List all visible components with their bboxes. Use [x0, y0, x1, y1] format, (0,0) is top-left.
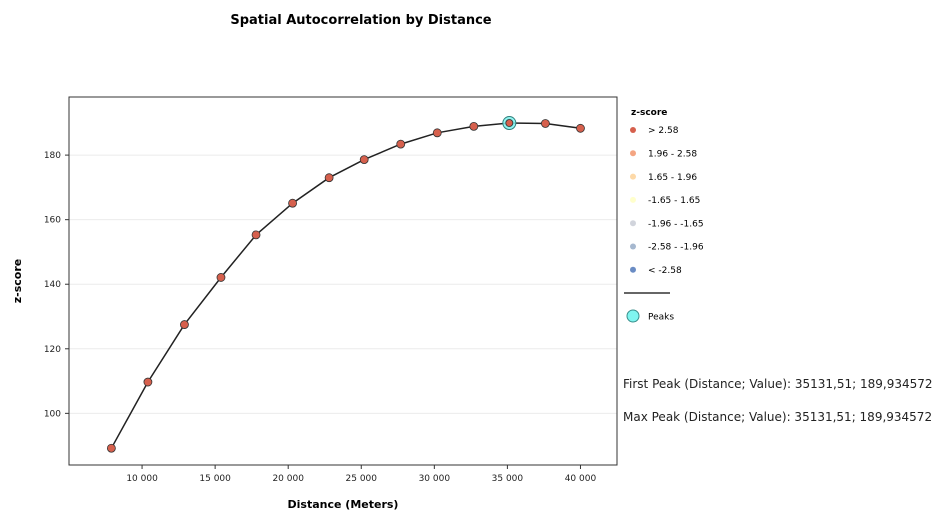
x-tick-label: 35 000	[492, 474, 524, 484]
legend-marker	[630, 196, 636, 203]
y-tick-label: 120	[44, 345, 61, 355]
x-axis-ticks: 10 000 15 000 20 000 25 000 30 000 35 000 40 0…	[126, 465, 596, 484]
y-axis-ticks: 100 120 140 160 180	[44, 151, 69, 419]
legend-item-label: -1.96 - -1.65	[648, 219, 704, 229]
legend: z-score > 2.58 1.96 - 2.58 1.65 - 1.96 -1.6…	[624, 108, 704, 323]
x-axis-title: Distance (Meters)	[288, 498, 399, 510]
legend-peaks-marker	[626, 309, 640, 323]
chart-title: Spatial Autocorrelation by Distance	[230, 13, 491, 28]
legend-item-label: 1.65 - 1.96	[648, 173, 697, 183]
legend-marker	[630, 243, 636, 250]
series-line	[110, 122, 581, 449]
data-point	[469, 121, 479, 131]
data-point	[432, 128, 442, 138]
x-tick-label: 10 000	[126, 474, 158, 484]
data-point	[359, 155, 369, 165]
data-point	[143, 377, 153, 387]
legend-marker	[630, 127, 636, 133]
peak-markers	[502, 116, 517, 131]
x-tick-label: 20 000	[272, 474, 304, 484]
peak-point	[505, 119, 514, 127]
data-point	[396, 139, 406, 149]
data-point	[216, 273, 226, 282]
x-tick-label: 15 000	[199, 474, 231, 484]
data-point	[180, 320, 189, 329]
data-point	[106, 443, 116, 453]
first-peak-text: First Peak (Distance; Value): 35131,51; …	[623, 377, 933, 391]
y-tick-label: 180	[44, 151, 61, 161]
legend-item-label: > 2.58	[648, 126, 679, 136]
x-tick-label: 25 000	[346, 474, 378, 484]
y-tick-label: 160	[44, 216, 61, 226]
legend-item-label: -2.58 - -1.96	[648, 243, 704, 253]
legend-peaks-label: Peaks	[648, 313, 674, 323]
data-point	[251, 230, 261, 240]
grid-lines	[69, 154, 617, 414]
y-tick-label: 140	[44, 280, 61, 290]
legend-marker	[630, 220, 636, 227]
y-tick-label: 100	[44, 409, 61, 419]
legend-marker	[630, 150, 636, 157]
y-axis-title: z-score	[11, 259, 24, 303]
data-point	[288, 198, 297, 208]
data-point	[324, 173, 334, 183]
x-tick-label: 40 000	[565, 474, 597, 484]
plot-area	[68, 96, 618, 466]
legend-item-label: -1.65 - 1.65	[648, 196, 700, 206]
data-point	[576, 123, 585, 133]
legend-item-label: < -2.58	[648, 266, 682, 276]
legend-item-label: 1.96 - 2.58	[648, 150, 697, 160]
max-peak-text: Max Peak (Distance; Value): 35131,51; 18…	[623, 410, 933, 424]
legend-marker	[630, 266, 636, 273]
x-tick-label: 30 000	[419, 474, 451, 484]
legend-title: z-score	[631, 108, 667, 118]
legend-marker	[630, 173, 636, 180]
data-point	[540, 119, 550, 128]
